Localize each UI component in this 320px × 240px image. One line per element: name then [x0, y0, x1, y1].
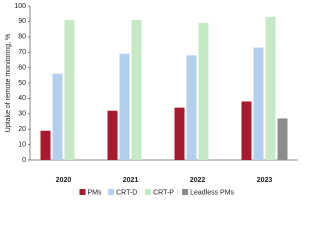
bar: [119, 53, 130, 160]
x-tick-label: 2023: [257, 177, 273, 184]
bar: [253, 47, 264, 160]
y-tick-label: 20: [18, 126, 26, 133]
y-tick-label: 60: [18, 64, 26, 71]
bar: [131, 19, 142, 160]
legend-swatch: [108, 189, 115, 195]
y-axis-label: Uptake of remote monitoring, %: [5, 34, 12, 132]
y-tick-label: 80: [18, 34, 26, 41]
bar: [198, 22, 209, 160]
bar: [186, 55, 197, 160]
bar: [265, 16, 276, 161]
legend-swatch: [79, 189, 86, 195]
y-tick-label: 50: [18, 80, 26, 87]
x-tick-label: 2021: [123, 177, 139, 184]
y-tick-label: 100: [14, 3, 26, 10]
bar: [277, 118, 288, 160]
bar: [241, 101, 252, 160]
y-tick-label: 10: [18, 141, 26, 148]
y-tick-label: 90: [18, 18, 26, 25]
legend-label: CRT-P: [153, 189, 174, 196]
bar: [107, 110, 118, 160]
legend-label: Leadless PMs: [190, 189, 234, 196]
y-tick-label: 40: [18, 95, 26, 102]
legend-swatch: [145, 189, 152, 195]
bar: [40, 130, 51, 160]
legend-label: PMs: [88, 189, 103, 196]
legend-swatch: [182, 189, 189, 195]
bar: [52, 73, 63, 160]
y-tick-label: 0: [22, 157, 26, 164]
x-tick-label: 2022: [190, 177, 206, 184]
y-tick-label: 70: [18, 49, 26, 56]
y-tick-label: 30: [18, 111, 26, 118]
legend-label: CRT-D: [116, 189, 137, 196]
bar: [64, 19, 75, 160]
bar: [174, 107, 185, 160]
chart: Uptake of remote monitoring, % 0 10 20 30 40…: [5, 3, 298, 196]
x-tick-label: 2020: [56, 177, 72, 184]
